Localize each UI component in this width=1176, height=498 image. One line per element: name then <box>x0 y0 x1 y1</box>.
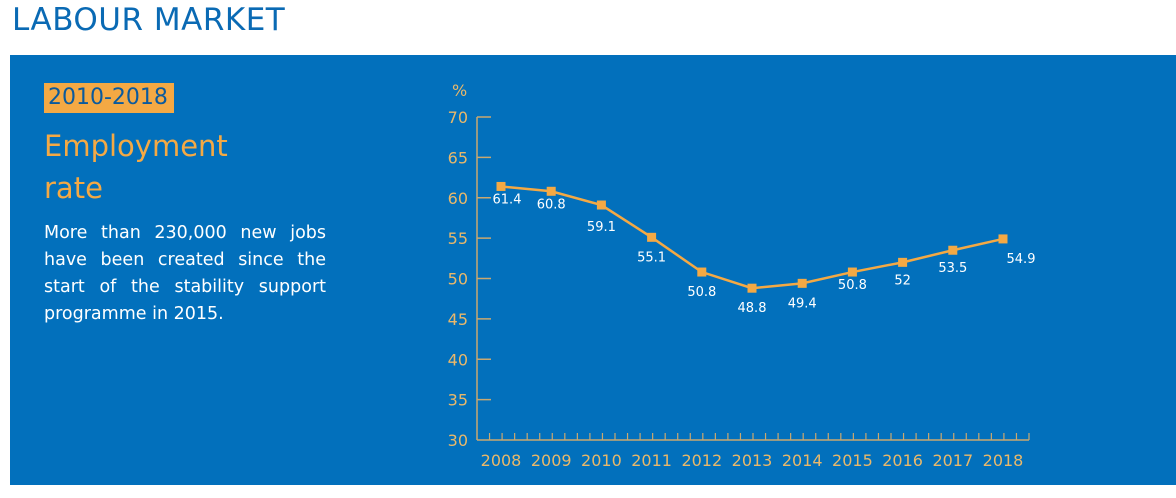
data-point <box>797 278 807 288</box>
x-tick-label: 2016 <box>882 451 923 470</box>
y-axis-label: % <box>452 81 467 100</box>
axes <box>476 117 1029 441</box>
data-label: 54.9 <box>1007 252 1036 267</box>
subtitle-line-1: Employment <box>44 129 228 163</box>
data-label: 59.1 <box>587 220 616 235</box>
data-point <box>496 181 506 191</box>
data-point <box>847 267 857 277</box>
x-tick-label: 2010 <box>581 451 622 470</box>
description-text: More than 230,000 new jobs have been cre… <box>44 223 326 324</box>
y-tick-label: 35 <box>448 391 468 410</box>
data-label: 52 <box>894 273 911 288</box>
x-ticks: 2008 2009 2010 2011 2012 2013 2014 2015 2016 2017… <box>481 433 1030 470</box>
data-label: 50.8 <box>687 285 716 300</box>
y-tick-label: 60 <box>448 189 468 208</box>
content-panel: 2010-2018 Employment rate More than 230,… <box>10 55 1176 485</box>
data-label: 55.1 <box>637 250 666 265</box>
x-tick-label: 2009 <box>531 451 572 470</box>
data-point <box>898 257 908 267</box>
y-tick-label: 45 <box>448 310 468 329</box>
x-tick-label: 2012 <box>681 451 722 470</box>
data-point <box>647 232 657 242</box>
x-tick-label: 2014 <box>782 451 823 470</box>
data-label: 48.8 <box>738 301 767 316</box>
x-tick-label: 2011 <box>631 451 672 470</box>
y-tick-label: 50 <box>448 270 468 289</box>
y-tick-label: 65 <box>448 148 468 167</box>
chart-subtitle: Employment rate <box>44 125 304 209</box>
y-tick-label: 30 <box>448 431 468 450</box>
data-label: 61.4 <box>493 192 522 207</box>
page-title: LABOUR MARKET <box>12 2 286 38</box>
x-tick-label: 2017 <box>932 451 973 470</box>
data-label: 49.4 <box>788 296 817 311</box>
data-label: 53.5 <box>938 261 967 276</box>
data-point <box>546 186 556 196</box>
y-tick-label: 40 <box>448 350 468 369</box>
series: 61.4 60.8 59.1 55.1 50.8 48.8 49.4 50.8 52 53.5 54… <box>493 181 1036 316</box>
data-label: 50.8 <box>838 278 867 293</box>
series-line <box>500 185 1004 290</box>
x-tick-label: 2013 <box>732 451 773 470</box>
data-point <box>697 267 707 277</box>
data-point <box>948 245 958 255</box>
y-tick-label: 70 <box>448 108 468 127</box>
x-tick-label: 2008 <box>481 451 522 470</box>
subtitle-line-2: rate <box>44 171 103 205</box>
data-point <box>596 200 606 210</box>
data-point <box>998 234 1008 244</box>
period-badge: 2010-2018 <box>44 83 174 113</box>
data-point <box>747 283 757 293</box>
x-tick-label: 2018 <box>983 451 1024 470</box>
y-ticks: 30 35 40 45 50 55 60 65 70 <box>448 108 491 450</box>
x-tick-label: 2015 <box>832 451 873 470</box>
y-tick-label: 55 <box>448 229 468 248</box>
data-label: 60.8 <box>537 197 566 212</box>
